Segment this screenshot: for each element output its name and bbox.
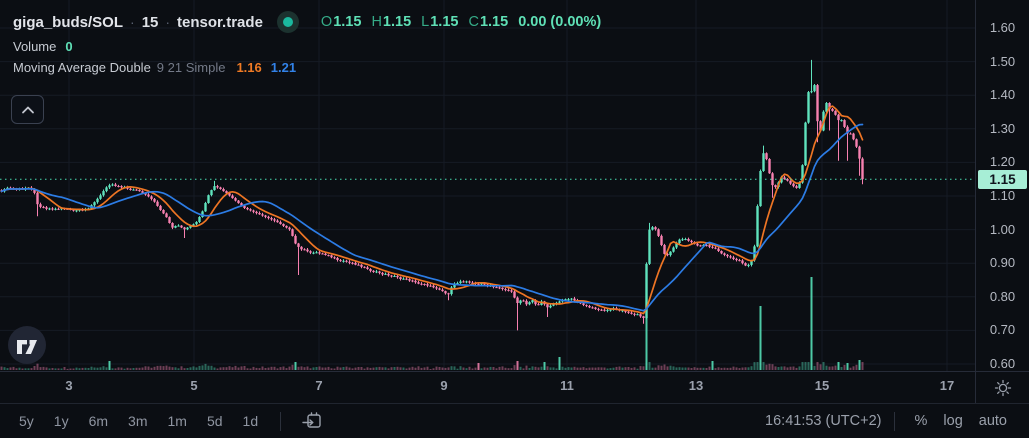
close-value: 1.15 bbox=[479, 14, 509, 30]
interval-label[interactable]: 15 bbox=[141, 13, 159, 31]
indicator-name[interactable]: Moving Average Double bbox=[13, 60, 151, 75]
log-scale-button[interactable]: log bbox=[943, 413, 963, 429]
high-value: 1.15 bbox=[382, 14, 412, 30]
last-price-label: 1.15 bbox=[978, 169, 1027, 189]
price-axis-tick: 1.30 bbox=[989, 120, 1016, 136]
axis-settings-button[interactable] bbox=[975, 371, 1029, 403]
price-axis-tick: 0.60 bbox=[989, 356, 1016, 371]
range-button-5d[interactable]: 5d bbox=[206, 413, 223, 429]
chevron-up-icon bbox=[21, 106, 34, 113]
price-chart-canvas[interactable] bbox=[0, 0, 975, 371]
low-value: 1.15 bbox=[430, 14, 459, 30]
range-button-1y[interactable]: 1y bbox=[53, 413, 69, 429]
range-button-1d[interactable]: 1d bbox=[242, 413, 259, 429]
percent-scale-button[interactable]: % bbox=[914, 413, 928, 429]
symbol-row: giga_buds/SOL · 15 · tensor.trade O1.15 … bbox=[13, 11, 601, 33]
time-axis-tick: 9 bbox=[440, 378, 448, 393]
high-label: H bbox=[371, 14, 382, 30]
range-selector: 5y 1y 6m 3m 1m 5d 1d bbox=[14, 409, 326, 433]
volume-value: 0 bbox=[65, 39, 73, 54]
range-button-1m[interactable]: 1m bbox=[167, 413, 187, 429]
price-axis-tick: 0.90 bbox=[989, 255, 1016, 271]
time-axis-tick: 15 bbox=[814, 378, 830, 393]
range-button-3m[interactable]: 3m bbox=[128, 413, 148, 429]
separator: · bbox=[130, 14, 135, 30]
settings-sun-icon bbox=[994, 379, 1011, 396]
separator: · bbox=[165, 14, 171, 30]
go-to-date-button[interactable] bbox=[298, 409, 326, 433]
price-axis-tick: 1.10 bbox=[989, 188, 1016, 203]
volume-row: Volume 0 bbox=[13, 39, 601, 54]
time-axis-tick: 13 bbox=[688, 378, 704, 393]
symbol-title[interactable]: giga_buds/SOL bbox=[13, 13, 124, 31]
change-value: 0.00 (0.00%) bbox=[518, 14, 602, 30]
volume-label[interactable]: Volume bbox=[13, 39, 57, 54]
bottom-toolbar: 5y 1y 6m 3m 1m 5d 1d 16:41:53 (UTC+2) % log au… bbox=[0, 403, 1029, 438]
time-axis-tick: 7 bbox=[315, 378, 323, 393]
price-axis-tick: 1.50 bbox=[989, 53, 1016, 69]
divider bbox=[893, 411, 895, 431]
time-axis-tick: 11 bbox=[560, 378, 574, 393]
indicator-params: 9 21 Simple bbox=[156, 60, 226, 75]
clock[interactable]: 16:41:53 (UTC+2) bbox=[765, 413, 882, 429]
price-axis-tick: 1.40 bbox=[989, 87, 1016, 103]
time-axis[interactable]: 3 5 7 9 11 13 15 17 bbox=[0, 371, 975, 403]
auto-scale-button[interactable]: auto bbox=[978, 413, 1007, 429]
low-label: L bbox=[421, 14, 430, 30]
ma-slow-value: 1.21 bbox=[270, 60, 297, 75]
range-button-5y[interactable]: 5y bbox=[19, 413, 34, 429]
close-label: C bbox=[468, 14, 479, 30]
price-axis-tick: 0.70 bbox=[989, 322, 1016, 338]
ma-fast-value: 1.16 bbox=[236, 60, 262, 75]
market-status-icon bbox=[276, 11, 299, 33]
open-label: O bbox=[320, 14, 333, 30]
range-button-6m[interactable]: 6m bbox=[88, 413, 109, 429]
price-axis[interactable]: 1.15 1.60 1.50 1.40 1.30 1.20 1.10 1.00 0.90 0.8… bbox=[975, 0, 1029, 371]
toolbar-right: 16:41:53 (UTC+2) % log auto bbox=[765, 411, 1015, 431]
time-axis-tick: 3 bbox=[65, 378, 73, 393]
price-axis-tick: 1.20 bbox=[989, 154, 1016, 170]
exchange-label: tensor.trade bbox=[177, 13, 263, 31]
tradingview-logo-icon bbox=[8, 326, 46, 364]
time-axis-tick: 5 bbox=[190, 378, 198, 393]
open-value: 1.15 bbox=[333, 14, 362, 30]
price-axis-tick: 1.00 bbox=[989, 221, 1016, 237]
ohlc-values: O1.15 H1.15 L1.15 C1.15 bbox=[321, 14, 508, 30]
legend-collapse-button[interactable] bbox=[11, 95, 44, 124]
indicator-row: Moving Average Double 9 21 Simple 1.16 1… bbox=[13, 60, 601, 75]
price-axis-tick: 0.80 bbox=[989, 288, 1016, 304]
calendar-arrow-icon bbox=[302, 412, 321, 428]
divider bbox=[280, 411, 282, 431]
tradingview-logo[interactable] bbox=[7, 325, 47, 370]
price-axis-tick: 1.60 bbox=[989, 20, 1016, 35]
legend: giga_buds/SOL · 15 · tensor.trade O1.15 … bbox=[13, 11, 601, 81]
time-axis-tick: 17 bbox=[939, 378, 955, 393]
